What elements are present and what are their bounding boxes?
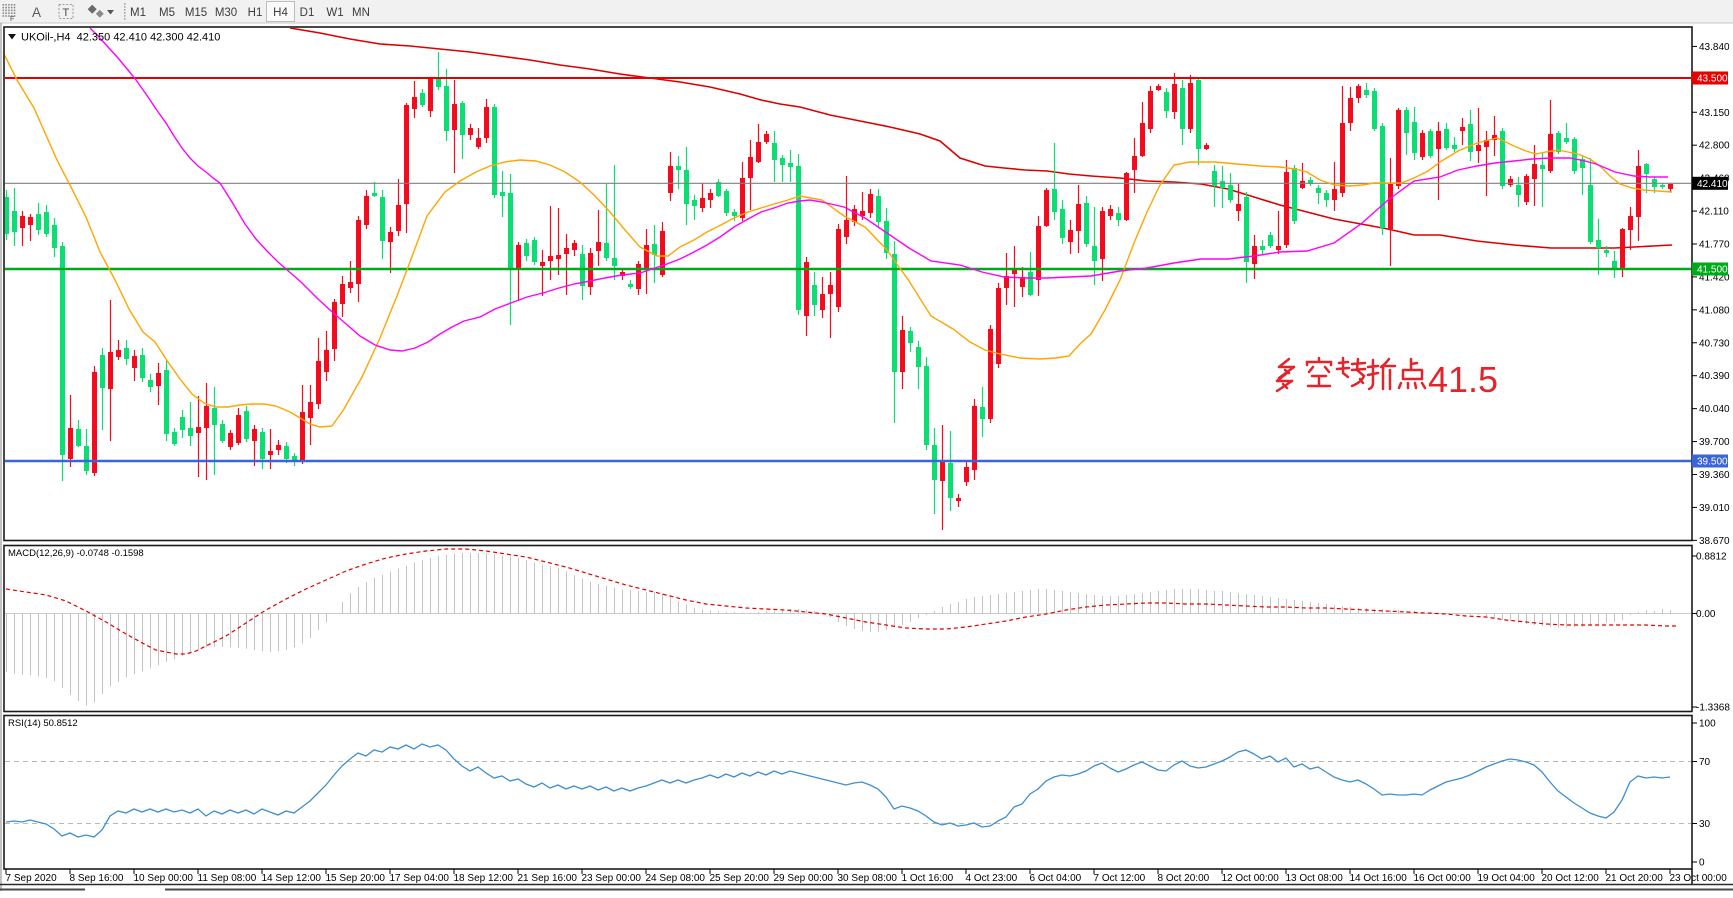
- svg-text:21 Sep 16:00: 21 Sep 16:00: [518, 873, 578, 884]
- svg-text:24 Sep 08:00: 24 Sep 08:00: [646, 873, 706, 884]
- svg-text:12 Oct 00:00: 12 Oct 00:00: [1222, 873, 1280, 884]
- svg-text:23 Oct 00:00: 23 Oct 00:00: [1670, 873, 1728, 884]
- svg-text:10 Sep 00:00: 10 Sep 00:00: [134, 873, 194, 884]
- svg-text:6 Oct 04:00: 6 Oct 04:00: [1030, 873, 1082, 884]
- svg-text:H4: H4: [273, 7, 288, 19]
- svg-text:15 Sep 20:00: 15 Sep 20:00: [326, 873, 386, 884]
- svg-text:40.040: 40.040: [1699, 404, 1730, 415]
- svg-text:14 Sep 12:00: 14 Sep 12:00: [262, 873, 322, 884]
- svg-text:11 Sep 08:00: 11 Sep 08:00: [198, 873, 257, 884]
- svg-text:20 Oct 12:00: 20 Oct 12:00: [1542, 873, 1600, 884]
- svg-text:H1: H1: [248, 7, 263, 19]
- svg-text:30 Sep 08:00: 30 Sep 08:00: [838, 873, 898, 884]
- svg-text:D1: D1: [300, 7, 315, 19]
- svg-text:21 Oct 20:00: 21 Oct 20:00: [1606, 873, 1664, 884]
- svg-text:8 Oct 20:00: 8 Oct 20:00: [1158, 873, 1210, 884]
- svg-text:39.700: 39.700: [1699, 437, 1730, 448]
- svg-text:M30: M30: [215, 7, 237, 19]
- svg-text:100: 100: [1699, 719, 1716, 730]
- svg-text:0: 0: [1699, 858, 1705, 869]
- svg-text:W1: W1: [326, 7, 343, 19]
- svg-text:1 Oct 16:00: 1 Oct 16:00: [902, 873, 954, 884]
- svg-text:RSI(14) 50.8512: RSI(14) 50.8512: [8, 718, 78, 729]
- svg-text:39.500: 39.500: [1697, 457, 1728, 468]
- svg-text:0.00: 0.00: [1696, 609, 1716, 620]
- svg-text:42.110: 42.110: [1699, 207, 1729, 218]
- svg-text:43.500: 43.500: [1697, 74, 1728, 85]
- svg-text:41.500: 41.500: [1697, 265, 1728, 276]
- svg-text:M5: M5: [159, 7, 175, 19]
- svg-text:43.840: 43.840: [1699, 42, 1730, 53]
- svg-text:M1: M1: [130, 7, 146, 19]
- svg-text:39.010: 39.010: [1699, 503, 1730, 514]
- svg-text:17 Sep 04:00: 17 Sep 04:00: [390, 873, 450, 884]
- svg-text:70: 70: [1699, 757, 1711, 768]
- svg-text:UKOil-,H4 42.350 42.410 42.30: UKOil-,H4 42.350 42.410 42.300 42.410: [21, 32, 220, 44]
- svg-text:39.360: 39.360: [1699, 470, 1730, 481]
- svg-text:16 Oct 00:00: 16 Oct 00:00: [1414, 873, 1472, 884]
- svg-text:43.150: 43.150: [1699, 108, 1730, 119]
- svg-text:F: F: [10, 16, 14, 23]
- svg-text:19 Oct 04:00: 19 Oct 04:00: [1478, 873, 1536, 884]
- svg-text:41.5: 41.5: [1428, 359, 1498, 400]
- svg-text:14 Oct 16:00: 14 Oct 16:00: [1350, 873, 1408, 884]
- svg-text:41.420: 41.420: [1699, 272, 1730, 283]
- svg-text:30: 30: [1699, 819, 1711, 830]
- svg-text:41.080: 41.080: [1699, 305, 1730, 316]
- svg-text:T: T: [63, 7, 70, 19]
- svg-text:13 Oct 08:00: 13 Oct 08:00: [1286, 873, 1344, 884]
- svg-text:7 Oct 12:00: 7 Oct 12:00: [1094, 873, 1146, 884]
- svg-text:-1.3368: -1.3368: [1696, 703, 1730, 714]
- svg-text:8 Sep 16:00: 8 Sep 16:00: [70, 873, 124, 884]
- svg-text:42.800: 42.800: [1699, 141, 1730, 152]
- svg-text:18 Sep 12:00: 18 Sep 12:00: [454, 873, 514, 884]
- svg-text:7 Sep 2020: 7 Sep 2020: [6, 873, 58, 884]
- svg-text:29 Sep 00:00: 29 Sep 00:00: [774, 873, 834, 884]
- svg-text:M15: M15: [185, 7, 207, 19]
- svg-text:40.730: 40.730: [1699, 338, 1730, 349]
- svg-text:A: A: [32, 5, 41, 20]
- svg-text:23 Sep 00:00: 23 Sep 00:00: [582, 873, 642, 884]
- svg-text:42.410: 42.410: [1697, 179, 1728, 190]
- svg-text:41.770: 41.770: [1699, 239, 1730, 250]
- svg-text:25 Sep 20:00: 25 Sep 20:00: [710, 873, 770, 884]
- svg-text:MN: MN: [352, 7, 370, 19]
- svg-text:38.670: 38.670: [1699, 536, 1730, 547]
- svg-text:MACD(12,26,9) -0.0748 -0.1598: MACD(12,26,9) -0.0748 -0.1598: [8, 548, 144, 559]
- svg-text:4 Oct 23:00: 4 Oct 23:00: [966, 873, 1018, 884]
- svg-text:40.390: 40.390: [1699, 371, 1730, 382]
- svg-text:0.8812: 0.8812: [1696, 552, 1727, 563]
